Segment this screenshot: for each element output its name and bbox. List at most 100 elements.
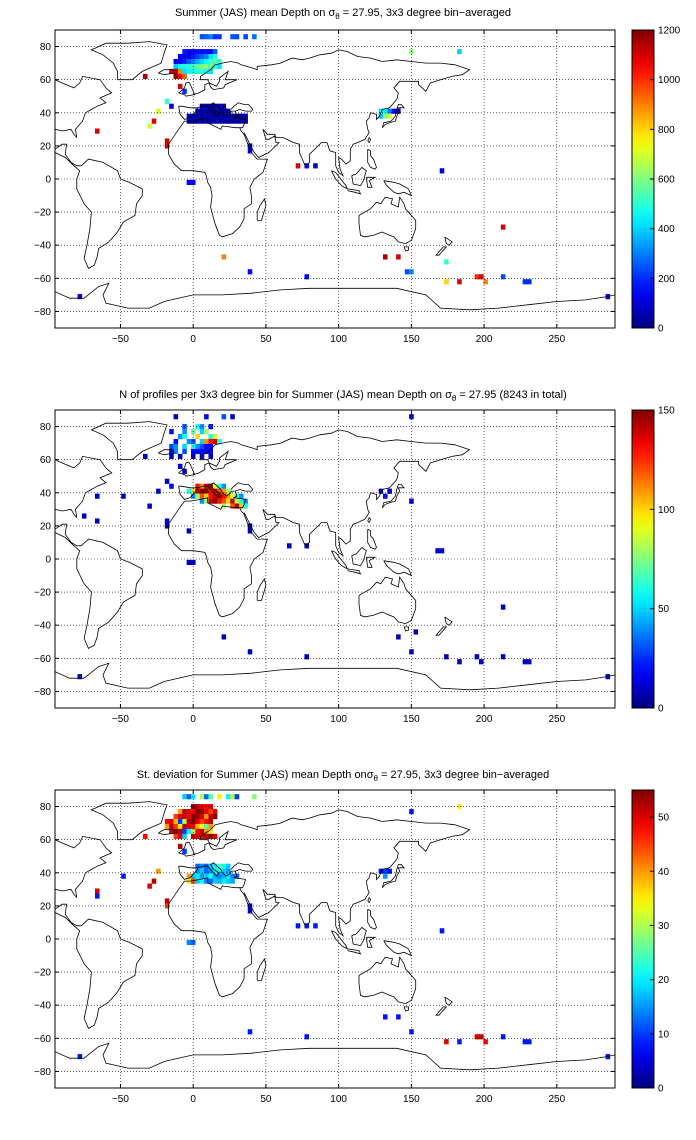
- data-bin: [500, 224, 506, 230]
- data-bin: [313, 163, 318, 169]
- data-bin: [383, 868, 388, 874]
- data-bin: [208, 453, 214, 460]
- data-bin: [195, 814, 200, 820]
- data-bin: [435, 548, 440, 554]
- colorbar-tick-label: 30: [658, 921, 670, 932]
- data-bin: [164, 898, 170, 904]
- data-bin: [177, 73, 183, 80]
- data-bin: [173, 438, 179, 445]
- data-bin: [177, 434, 183, 440]
- colorbar-tick-label: 0: [658, 704, 664, 715]
- data-bin: [191, 818, 196, 825]
- data-bin: [479, 659, 484, 665]
- data-bin: [195, 434, 200, 440]
- data-bin: [396, 108, 401, 114]
- coastline: [178, 461, 196, 477]
- y-tick-label: −20: [34, 968, 51, 979]
- data-bin: [212, 814, 218, 820]
- y-tick-label: 0: [45, 935, 51, 946]
- data-bin: [212, 113, 218, 119]
- data-bin: [173, 833, 179, 840]
- data-bin: [186, 939, 192, 945]
- title-text: N of profiles per 3x3 degree bin for Sum…: [119, 389, 445, 401]
- data-bin: [195, 823, 200, 830]
- data-bin: [177, 453, 183, 460]
- data-bin: [208, 113, 214, 119]
- data-bin: [195, 809, 200, 815]
- data-bin: [217, 113, 222, 119]
- data-bin: [182, 429, 187, 435]
- data-bin: [182, 443, 187, 450]
- data-bin: [208, 58, 214, 65]
- coastline: [351, 166, 367, 187]
- data-bin: [439, 548, 445, 554]
- coastline: [367, 516, 372, 524]
- data-bin: [195, 424, 200, 430]
- data-bin: [204, 414, 209, 420]
- data-bin: [204, 429, 209, 435]
- data-bin: [177, 54, 183, 60]
- data-bin: [439, 168, 445, 174]
- data-bin: [221, 414, 227, 420]
- coastline: [367, 908, 377, 930]
- data-bin: [204, 868, 209, 874]
- title-text: Summer (JAS) mean Depth on: [175, 7, 328, 19]
- data-bin: [444, 279, 449, 285]
- coastline: [55, 455, 113, 518]
- data-bin: [195, 878, 200, 884]
- data-bin: [95, 893, 100, 899]
- data-bin: [186, 559, 192, 565]
- data-bin: [212, 493, 218, 499]
- data-bin: [444, 1039, 449, 1045]
- data-bin: [204, 118, 209, 124]
- data-bin: [212, 863, 218, 869]
- data-bin: [304, 923, 310, 929]
- data-bin: [225, 868, 231, 874]
- data-bin: [195, 58, 200, 65]
- colorbar-tick-label: 10: [658, 1029, 670, 1040]
- data-bin: [243, 503, 248, 509]
- data-bin: [173, 443, 179, 450]
- data-bin: [182, 68, 187, 75]
- data-bin: [177, 68, 183, 75]
- colorbar: [631, 789, 655, 1089]
- coastline: [168, 490, 268, 618]
- coastline: [347, 188, 362, 195]
- data-bin: [221, 483, 227, 489]
- data-bin: [217, 108, 222, 114]
- data-bin: [195, 63, 200, 70]
- data-bin: [383, 873, 388, 879]
- coastline: [444, 996, 453, 1006]
- data-bin: [195, 49, 200, 55]
- coastline: [197, 482, 254, 497]
- data-bin: [191, 878, 196, 884]
- coastline: [55, 888, 78, 898]
- coastline: [435, 1006, 448, 1016]
- data-bin: [204, 493, 209, 499]
- x-tick-label: 100: [330, 714, 347, 725]
- data-bin: [164, 98, 170, 104]
- data-bin: [177, 63, 183, 70]
- data-bin: [234, 794, 240, 800]
- data-bin: [208, 809, 214, 815]
- data-bin: [383, 108, 388, 114]
- data-bin: [212, 488, 218, 494]
- data-bin: [208, 498, 214, 504]
- data-bin: [177, 843, 183, 849]
- coastline: [178, 485, 198, 500]
- x-tick-label: 250: [548, 334, 565, 345]
- data-bin: [383, 1014, 388, 1020]
- data-bin: [195, 108, 200, 114]
- data-bin: [247, 649, 253, 655]
- data-bin: [474, 654, 480, 660]
- coastline: [383, 560, 413, 577]
- data-bin: [439, 928, 445, 934]
- data-bin: [225, 498, 231, 504]
- coastline: [367, 896, 372, 904]
- data-bin: [221, 863, 227, 869]
- data-bin: [208, 873, 214, 879]
- data-bin: [378, 488, 384, 494]
- data-bin: [191, 939, 196, 945]
- x-tick-label: 100: [330, 334, 347, 345]
- coastline: [178, 105, 198, 120]
